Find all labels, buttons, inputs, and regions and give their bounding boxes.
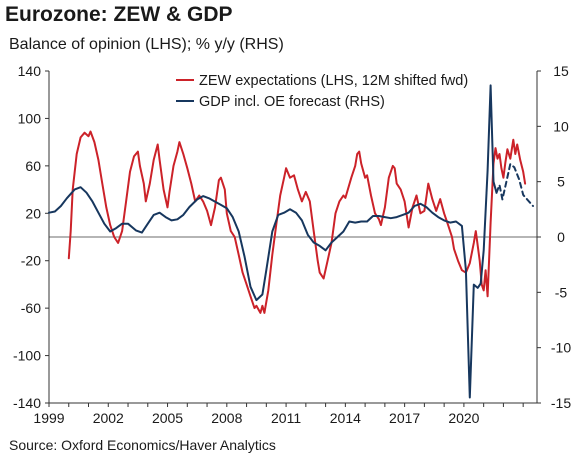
legend-label: GDP incl. OE forecast (RHS) [199, 94, 385, 110]
y-right-tick-label: 15 [553, 63, 569, 79]
x-tick-label: 2017 [389, 410, 420, 426]
y-left-tick-label: 60 [25, 158, 41, 174]
x-tick-label: 2011 [271, 410, 301, 426]
x-tick-label: 2005 [152, 410, 183, 426]
y-left-tick-label: 20 [25, 205, 41, 221]
chart-source: Source: Oxford Economics/Haver Analytics [9, 437, 276, 453]
y-left-tick-label: 100 [18, 110, 42, 126]
series-layer [48, 84, 534, 399]
axes-layer [45, 70, 541, 407]
series-gdp-line [48, 84, 498, 399]
y-left-tick-label: -60 [21, 300, 41, 316]
x-tick-label: 2020 [448, 410, 479, 426]
y-right-tick-label: 5 [557, 174, 565, 190]
series-zew-line [67, 130, 527, 314]
legend-label: ZEW expectations (LHS, 12M shifted fwd) [199, 73, 468, 89]
y-right-tick-label: -10 [551, 340, 571, 356]
y-right-tick-label: -5 [555, 284, 568, 300]
y-left-tick-label: -140 [13, 395, 41, 411]
x-tick-label: 2014 [330, 410, 361, 426]
y-left-tick-label: 140 [18, 63, 42, 79]
tick-labels-layer: 140 100 60 20 -20 -60 -100 -140 15 10 5 0 -5 -10 -15 19… [13, 63, 571, 426]
y-left-tick-label: -20 [21, 253, 41, 269]
y-right-tick-label: -15 [551, 395, 571, 411]
x-tick-label: 1999 [33, 410, 64, 426]
chart-subtitle: Balance of opinion (LHS); % y/y (RHS) [9, 36, 284, 53]
y-right-tick-label: 0 [557, 229, 565, 245]
chart-title: Eurozone: ZEW & GDP [5, 3, 233, 26]
x-tick-label: 2008 [211, 410, 242, 426]
legend: ZEW expectations (LHS, 12M shifted fwd) G… [176, 73, 468, 110]
y-left-tick-label: -100 [13, 348, 41, 364]
y-right-tick-label: 10 [553, 118, 569, 134]
x-tick-label: 2002 [93, 410, 124, 426]
